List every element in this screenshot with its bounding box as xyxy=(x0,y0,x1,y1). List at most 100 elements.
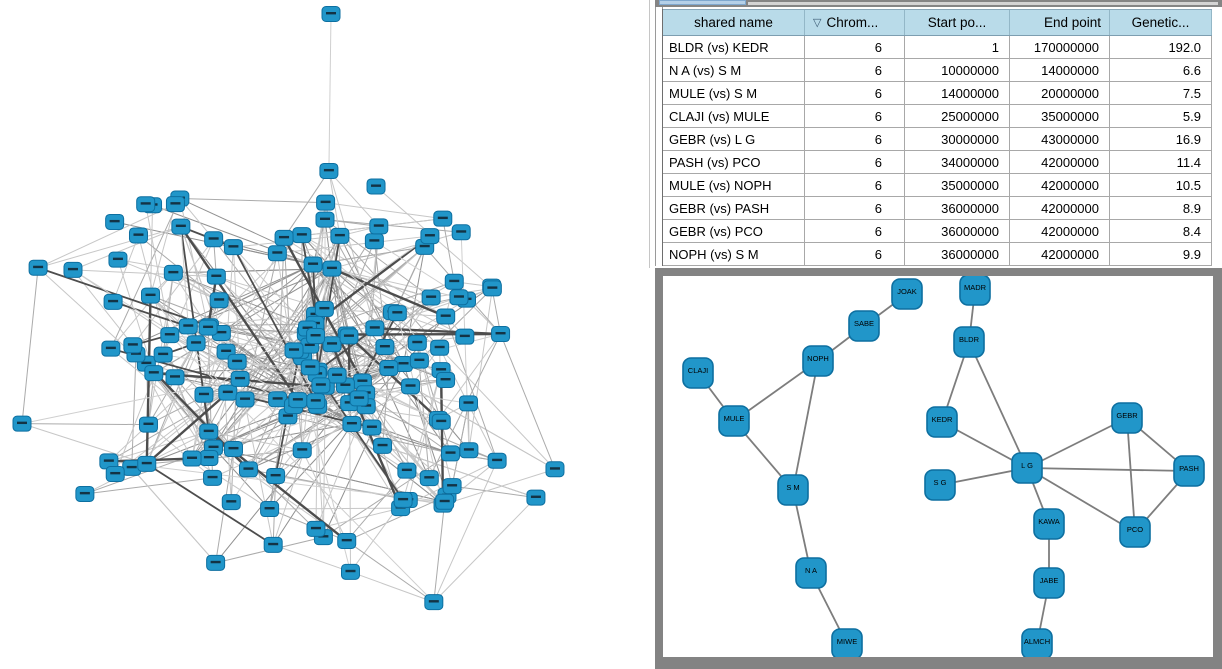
table-cell-genetic[interactable]: 5.9 xyxy=(1110,105,1212,127)
table-cell-chromosome[interactable]: 6 xyxy=(805,59,905,81)
network-node[interactable] xyxy=(138,416,158,433)
network-node[interactable] xyxy=(365,320,385,337)
network-node[interactable] xyxy=(284,342,304,359)
network-node[interactable] xyxy=(12,415,32,432)
network-node[interactable] xyxy=(103,293,123,310)
network-node[interactable] xyxy=(203,469,223,486)
network-node-pco[interactable]: PCO xyxy=(1119,516,1151,548)
network-node[interactable] xyxy=(108,251,128,268)
network-node[interactable] xyxy=(337,532,357,549)
network-node[interactable] xyxy=(223,239,243,256)
table-cell-chromosome[interactable]: 6 xyxy=(805,36,905,58)
network-node[interactable] xyxy=(436,308,456,325)
table-cell-genetic[interactable]: 16.9 xyxy=(1110,128,1212,150)
table-cell-shared-name[interactable]: NOPH (vs) S M xyxy=(663,243,805,265)
network-node[interactable] xyxy=(303,256,323,273)
network-node[interactable] xyxy=(165,369,185,386)
table-cell-end-point[interactable]: 42000000 xyxy=(1010,243,1110,265)
network-node[interactable] xyxy=(206,554,226,571)
network-node[interactable] xyxy=(171,218,191,235)
network-node[interactable] xyxy=(441,445,461,462)
table-cell-genetic[interactable]: 8.4 xyxy=(1110,220,1212,242)
network-node[interactable] xyxy=(314,300,334,317)
network-node[interactable] xyxy=(199,423,219,440)
network-node[interactable] xyxy=(223,440,243,457)
network-node[interactable] xyxy=(435,493,455,510)
table-cell-start-position[interactable]: 10000000 xyxy=(905,59,1010,81)
network-node[interactable] xyxy=(420,228,440,245)
network-node[interactable] xyxy=(341,563,361,580)
table-cell-shared-name[interactable]: GEBR (vs) PCO xyxy=(663,220,805,242)
table-row[interactable]: GEBR (vs) L G 6 30000000 43000000 16.9 xyxy=(663,128,1212,151)
network-node[interactable] xyxy=(431,413,451,430)
small-network-view[interactable]: JOAK MADR SABE BLDR NOPH CLAJI MULE KEDR GEBR L G… xyxy=(663,276,1213,657)
network-node[interactable] xyxy=(206,268,226,285)
network-node[interactable] xyxy=(393,491,413,508)
network-node[interactable] xyxy=(430,339,450,356)
table-cell-end-point[interactable]: 43000000 xyxy=(1010,128,1110,150)
network-node[interactable] xyxy=(342,415,362,432)
table-row[interactable]: PASH (vs) PCO 6 34000000 42000000 11.4 xyxy=(663,151,1212,174)
table-row[interactable]: MULE (vs) NOPH 6 35000000 42000000 10.5 xyxy=(663,174,1212,197)
table-cell-start-position[interactable]: 34000000 xyxy=(905,151,1010,173)
scrollbar-thumb[interactable] xyxy=(659,0,746,5)
filter-icon[interactable]: ▽ xyxy=(813,17,822,29)
network-node[interactable] xyxy=(218,384,238,401)
network-node-s-g[interactable]: S G xyxy=(924,469,956,501)
network-node[interactable] xyxy=(123,337,143,354)
network-node-s-m[interactable]: S M xyxy=(777,474,809,506)
table-cell-genetic[interactable]: 10.5 xyxy=(1110,174,1212,196)
network-node[interactable] xyxy=(401,378,421,395)
network-node[interactable] xyxy=(227,353,247,370)
network-node[interactable] xyxy=(105,213,125,230)
network-node-gebr[interactable]: GEBR xyxy=(1111,402,1143,434)
network-node[interactable] xyxy=(339,328,359,345)
network-node[interactable] xyxy=(433,210,453,227)
network-node[interactable] xyxy=(288,392,308,409)
table-cell-genetic[interactable]: 7.5 xyxy=(1110,82,1212,104)
network-node[interactable] xyxy=(238,461,258,478)
table-cell-start-position[interactable]: 14000000 xyxy=(905,82,1010,104)
network-node-jabe[interactable]: JABE xyxy=(1033,567,1065,599)
network-node[interactable] xyxy=(449,289,469,306)
network-node[interactable] xyxy=(153,346,173,363)
network-node[interactable] xyxy=(455,328,475,345)
network-node[interactable] xyxy=(260,501,280,518)
table-cell-shared-name[interactable]: N A (vs) S M xyxy=(663,59,805,81)
table-row[interactable]: BLDR (vs) KEDR 6 1 170000000 192.0 xyxy=(663,36,1212,59)
table-cell-chromosome[interactable]: 6 xyxy=(805,151,905,173)
network-node[interactable] xyxy=(165,196,185,213)
network-node-madr[interactable]: MADR xyxy=(959,276,991,306)
column-header-shared-name[interactable]: shared name xyxy=(663,10,805,35)
network-node[interactable] xyxy=(204,231,224,248)
table-cell-start-position[interactable]: 1 xyxy=(905,36,1010,58)
table-cell-genetic[interactable]: 6.6 xyxy=(1110,59,1212,81)
network-node[interactable] xyxy=(274,229,294,246)
network-node[interactable] xyxy=(105,465,125,482)
table-cell-start-position[interactable]: 36000000 xyxy=(905,197,1010,219)
network-node[interactable] xyxy=(292,227,312,244)
network-node[interactable] xyxy=(407,334,427,351)
network-node[interactable] xyxy=(409,352,429,369)
table-cell-end-point[interactable]: 42000000 xyxy=(1010,151,1110,173)
table-cell-end-point[interactable]: 42000000 xyxy=(1010,174,1110,196)
network-node[interactable] xyxy=(306,393,326,410)
network-node[interactable] xyxy=(362,419,382,436)
network-node[interactable] xyxy=(178,318,198,335)
network-node[interactable] xyxy=(75,485,95,502)
network-node[interactable] xyxy=(263,536,283,553)
network-node-almch[interactable]: ALMCH xyxy=(1021,628,1053,657)
network-node[interactable] xyxy=(267,245,287,262)
column-header-chromosome[interactable]: ▽ Chrom... xyxy=(805,10,905,35)
table-cell-start-position[interactable]: 30000000 xyxy=(905,128,1010,150)
network-node[interactable] xyxy=(316,194,336,211)
network-node-bldr[interactable]: BLDR xyxy=(953,326,985,358)
network-node[interactable] xyxy=(459,442,479,459)
network-node[interactable] xyxy=(315,211,335,228)
table-cell-shared-name[interactable]: BLDR (vs) KEDR xyxy=(663,36,805,58)
network-node[interactable] xyxy=(300,359,320,376)
network-node-noph[interactable]: NOPH xyxy=(802,345,834,377)
table-cell-start-position[interactable]: 36000000 xyxy=(905,243,1010,265)
network-node[interactable] xyxy=(364,233,384,250)
network-node[interactable] xyxy=(292,442,312,459)
